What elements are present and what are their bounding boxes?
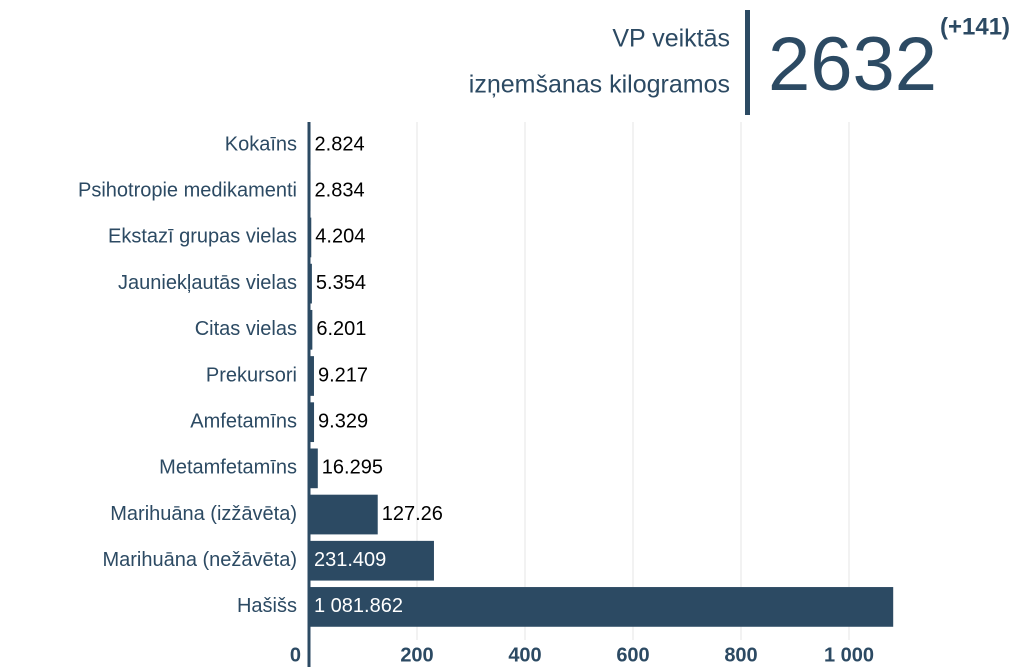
y-tick-label: Jauniekļautās vielas <box>118 272 297 294</box>
y-tick-label: Citas vielas <box>195 318 297 340</box>
x-tick-label: 200 <box>400 644 433 666</box>
x-tick-label: 1 000 <box>824 644 874 666</box>
y-tick-label: Marihuāna (izžāvēta) <box>110 503 297 525</box>
value-label: 4.204 <box>315 226 365 248</box>
title-line: VP veiktās <box>612 25 730 53</box>
value-label: 2.834 <box>315 180 365 202</box>
value-label: 127.26 <box>382 503 443 525</box>
change: (+141) <box>940 13 1010 40</box>
y-tick-label: Amfetamīns <box>190 410 297 432</box>
bar <box>309 540 434 581</box>
y-tick-label: Psihotropie medikamenti <box>78 180 297 202</box>
bar <box>309 494 378 535</box>
bar <box>309 356 314 396</box>
value-label: 2.824 <box>315 133 365 155</box>
title-line: izņemšanas kilogramos <box>469 71 730 99</box>
x-tick-label: 800 <box>724 644 757 666</box>
y-tick-label: Kokaīns <box>225 133 297 155</box>
y-tick-label: Hašišs <box>237 595 297 617</box>
y-tick-label: Ekstazī grupas vielas <box>108 226 297 248</box>
x-tick-label: 0 <box>290 644 301 666</box>
value-label: 6.201 <box>316 318 366 340</box>
value-label: 1 081.862 <box>314 595 403 617</box>
value-label: 231.409 <box>314 549 386 571</box>
header-divider <box>745 10 750 115</box>
x-tick-label: 400 <box>508 644 541 666</box>
value-label: 9.329 <box>318 410 368 432</box>
total: 2632 <box>768 22 937 107</box>
y-tick-label: Marihuāna (nežāvēta) <box>102 549 297 571</box>
bar <box>309 587 894 627</box>
bar <box>309 448 318 489</box>
bar <box>309 402 315 443</box>
value-label: 5.354 <box>316 272 366 294</box>
x-tick-label: 600 <box>616 644 649 666</box>
bar <box>309 309 313 350</box>
value-label: 9.217 <box>318 364 368 386</box>
y-tick-label: Prekursori <box>206 364 297 386</box>
y-tick-label: Metamfetamīns <box>159 457 297 479</box>
value-label: 16.295 <box>322 457 383 479</box>
